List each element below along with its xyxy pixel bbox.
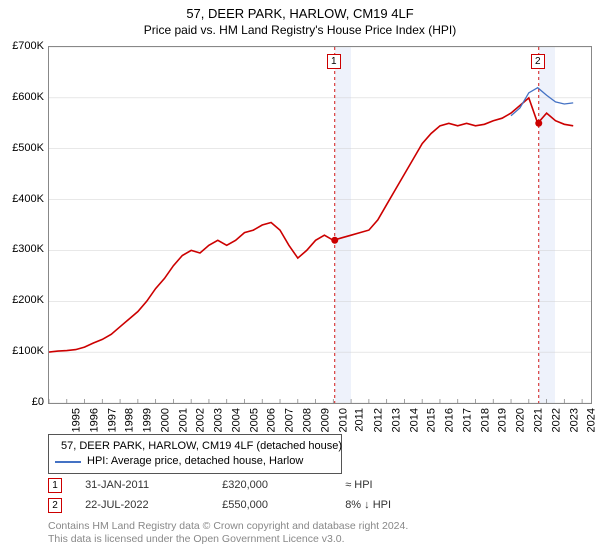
series-line (511, 88, 573, 116)
x-tick-label: 2014 (408, 408, 420, 432)
x-tick-label: 2008 (302, 408, 314, 432)
chart-title: 57, DEER PARK, HARLOW, CM19 4LF (0, 0, 600, 21)
transaction-1-date: 31-JAN-2011 (85, 479, 219, 491)
x-tick-label: 2002 (195, 408, 207, 432)
transaction-1-price: £320,000 (222, 479, 342, 491)
chart-container: 57, DEER PARK, HARLOW, CM19 4LF Price pa… (0, 0, 600, 560)
x-tick-label: 2010 (337, 408, 349, 432)
legend-item: HPI: Average price, detached house, Harl… (55, 454, 335, 469)
x-tick-label: 2005 (248, 408, 260, 432)
y-tick-label: £600K (0, 91, 44, 103)
y-tick-label: £500K (0, 142, 44, 154)
legend: 57, DEER PARK, HARLOW, CM19 4LF (detache… (48, 434, 342, 474)
transaction-row-1: 1 31-JAN-2011 £320,000 ≈ HPI (48, 478, 580, 493)
x-tick-label: 1998 (124, 408, 136, 432)
x-tick-label: 2016 (444, 408, 456, 432)
x-tick-label: 2011 (354, 408, 366, 432)
x-tick-label: 2006 (266, 408, 278, 432)
transaction-row-2: 2 22-JUL-2022 £550,000 8% ↓ HPI (48, 498, 580, 513)
legend-swatch (55, 461, 81, 463)
marker-1-badge: 1 (48, 478, 62, 493)
x-tick-label: 2009 (319, 408, 331, 432)
legend-item: 57, DEER PARK, HARLOW, CM19 4LF (detache… (55, 439, 335, 454)
y-tick-label: £0 (0, 396, 44, 408)
marker-label-2: 2 (531, 54, 545, 69)
x-tick-label: 2023 (568, 408, 580, 432)
x-tick-label: 2019 (497, 408, 509, 432)
transaction-2-date: 22-JUL-2022 (85, 499, 219, 511)
marker-label-1: 1 (327, 54, 341, 69)
transaction-2-price: £550,000 (222, 499, 342, 511)
x-tick-label: 2017 (461, 408, 473, 432)
y-tick-label: £100K (0, 345, 44, 357)
x-tick-label: 1997 (106, 408, 118, 432)
transaction-2-delta: 8% ↓ HPI (345, 499, 475, 511)
x-tick-label: 1996 (88, 408, 100, 432)
chart-subtitle: Price paid vs. HM Land Registry's House … (0, 21, 600, 41)
x-tick-label: 2024 (586, 408, 598, 432)
y-tick-label: £200K (0, 294, 44, 306)
transaction-1-delta: ≈ HPI (345, 479, 475, 491)
x-tick-label: 2015 (426, 408, 438, 432)
x-tick-label: 2022 (550, 408, 562, 432)
x-tick-label: 2013 (390, 408, 402, 432)
marker-2-badge: 2 (48, 498, 62, 513)
x-tick-label: 1999 (142, 408, 154, 432)
credit-text: Contains HM Land Registry data © Crown c… (48, 520, 580, 546)
x-tick-label: 2018 (479, 408, 491, 432)
x-tick-label: 2004 (230, 408, 242, 432)
chart-svg (49, 47, 591, 403)
credit-line-2: This data is licensed under the Open Gov… (48, 533, 580, 546)
series-line (49, 98, 573, 352)
y-tick-label: £700K (0, 40, 44, 52)
credit-line-1: Contains HM Land Registry data © Crown c… (48, 520, 580, 533)
y-tick-label: £400K (0, 193, 44, 205)
x-tick-label: 2003 (213, 408, 225, 432)
plot-area (48, 46, 592, 404)
x-tick-label: 2021 (533, 408, 545, 432)
y-tick-label: £300K (0, 243, 44, 255)
x-tick-label: 2007 (284, 408, 296, 432)
legend-label: HPI: Average price, detached house, Harl… (87, 454, 303, 469)
x-tick-label: 2020 (515, 408, 527, 432)
x-tick-label: 2001 (177, 408, 189, 432)
legend-label: 57, DEER PARK, HARLOW, CM19 4LF (detache… (61, 439, 342, 454)
x-tick-label: 1995 (70, 408, 82, 432)
x-tick-label: 2000 (159, 408, 171, 432)
x-tick-label: 2012 (373, 408, 385, 432)
